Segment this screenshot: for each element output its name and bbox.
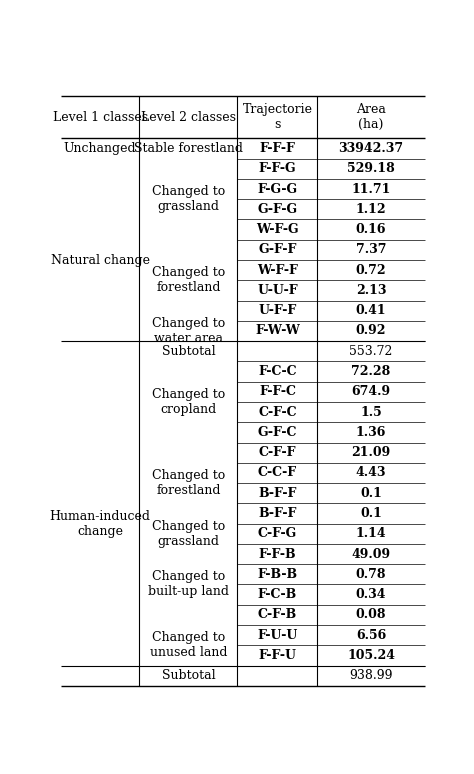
- Text: Changed to
built-up land: Changed to built-up land: [148, 570, 229, 598]
- Text: 1.12: 1.12: [356, 203, 386, 216]
- Text: 553.72: 553.72: [349, 344, 393, 358]
- Text: 1.14: 1.14: [356, 527, 386, 540]
- Text: C-F-G: C-F-G: [258, 527, 297, 540]
- Text: F-C-C: F-C-C: [258, 365, 297, 378]
- Text: 21.09: 21.09: [352, 446, 391, 459]
- Text: 0.08: 0.08: [356, 608, 386, 622]
- Text: Subtotal: Subtotal: [162, 670, 215, 682]
- Text: F-F-G: F-F-G: [259, 163, 296, 175]
- Text: 0.72: 0.72: [356, 264, 386, 276]
- Text: 33942.37: 33942.37: [338, 142, 404, 155]
- Text: 105.24: 105.24: [347, 649, 395, 662]
- Text: F-W-W: F-W-W: [255, 324, 300, 337]
- Text: Area
(ha): Area (ha): [356, 103, 386, 131]
- Text: F-U-U: F-U-U: [257, 628, 298, 642]
- Text: 1.36: 1.36: [356, 426, 386, 439]
- Text: 0.34: 0.34: [356, 588, 386, 601]
- Text: F-F-C: F-F-C: [259, 385, 296, 399]
- Text: F-C-B: F-C-B: [258, 588, 297, 601]
- Text: 6.56: 6.56: [356, 628, 386, 642]
- Text: Subtotal: Subtotal: [162, 344, 215, 358]
- Text: G-F-F: G-F-F: [258, 243, 297, 256]
- Text: G-F-G: G-F-G: [257, 203, 298, 216]
- Text: 529.18: 529.18: [347, 163, 395, 175]
- Text: F-G-G: F-G-G: [257, 183, 298, 196]
- Text: 938.99: 938.99: [349, 670, 393, 682]
- Text: Changed to
unused land: Changed to unused land: [150, 632, 227, 659]
- Text: 2.13: 2.13: [356, 284, 386, 297]
- Text: 4.43: 4.43: [356, 467, 386, 479]
- Text: Unchanged: Unchanged: [64, 142, 137, 155]
- Text: Changed to
grassland: Changed to grassland: [152, 520, 225, 548]
- Text: Trajectorie
s: Trajectorie s: [243, 103, 312, 131]
- Text: C-F-F: C-F-F: [259, 446, 296, 459]
- Text: 7.37: 7.37: [356, 243, 386, 256]
- Text: Level 2 classes: Level 2 classes: [141, 111, 236, 124]
- Text: U-U-F: U-U-F: [257, 284, 298, 297]
- Text: Natural change: Natural change: [51, 254, 150, 266]
- Text: 72.28: 72.28: [352, 365, 391, 378]
- Text: 0.92: 0.92: [356, 324, 386, 337]
- Text: C-F-B: C-F-B: [258, 608, 297, 622]
- Text: Changed to
water area: Changed to water area: [152, 317, 225, 345]
- Text: Level 1 classes: Level 1 classes: [53, 111, 148, 124]
- Text: C-F-C: C-F-C: [258, 406, 297, 419]
- Text: C-C-F: C-C-F: [258, 467, 297, 479]
- Text: Stable forestland: Stable forestland: [134, 142, 243, 155]
- Text: B-F-F: B-F-F: [258, 507, 297, 520]
- Text: F-F-B: F-F-B: [259, 547, 296, 560]
- Text: W-F-F: W-F-F: [257, 264, 298, 276]
- Text: U-F-F: U-F-F: [258, 304, 297, 317]
- Text: F-F-U: F-F-U: [258, 649, 296, 662]
- Text: 0.16: 0.16: [356, 223, 386, 236]
- Text: 0.1: 0.1: [360, 507, 382, 520]
- Text: 0.41: 0.41: [356, 304, 386, 317]
- Text: Changed to
grassland: Changed to grassland: [152, 185, 225, 213]
- Text: 1.5: 1.5: [360, 406, 382, 419]
- Text: 49.09: 49.09: [352, 547, 391, 560]
- Text: B-F-F: B-F-F: [258, 487, 297, 500]
- Text: 0.1: 0.1: [360, 487, 382, 500]
- Text: Changed to
forestland: Changed to forestland: [152, 266, 225, 294]
- Text: 11.71: 11.71: [351, 183, 391, 196]
- Text: Changed to
forestland: Changed to forestland: [152, 469, 225, 497]
- Text: Human-induced
change: Human-induced change: [50, 509, 151, 538]
- Text: Changed to
cropland: Changed to cropland: [152, 388, 225, 416]
- Text: F-F-F: F-F-F: [260, 142, 295, 155]
- Text: 674.9: 674.9: [352, 385, 391, 399]
- Text: G-F-C: G-F-C: [258, 426, 297, 439]
- Text: 0.78: 0.78: [356, 568, 386, 580]
- Text: F-B-B: F-B-B: [257, 568, 298, 580]
- Text: W-F-G: W-F-G: [256, 223, 299, 236]
